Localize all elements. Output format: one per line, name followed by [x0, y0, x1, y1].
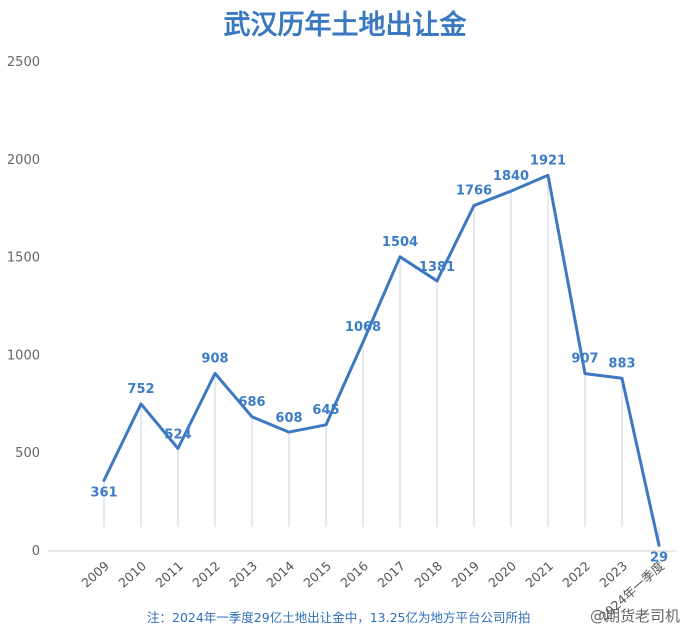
y-axis: 0 500 1000 1500 2000 2500	[7, 55, 40, 559]
y-tick-label: 2000	[7, 153, 40, 168]
x-tick-label: 2017	[374, 558, 408, 590]
data-label: 1504	[382, 235, 418, 250]
x-tick-label: 2021	[522, 558, 556, 590]
y-tick-label: 0	[32, 544, 40, 559]
data-label: 361	[90, 485, 117, 500]
data-label: 1381	[419, 260, 455, 275]
y-tick-label: 1500	[7, 251, 40, 266]
series-line	[102, 173, 661, 547]
data-label: 752	[127, 382, 154, 397]
data-label: 524	[164, 428, 191, 443]
data-label: 608	[275, 411, 302, 426]
data-label: 908	[201, 351, 228, 366]
watermark: @期货老司机	[590, 607, 680, 625]
x-tick-label: 2019	[448, 558, 482, 590]
data-label: 1068	[345, 320, 381, 335]
drop-lines	[103, 175, 660, 546]
data-label: 1921	[530, 153, 566, 168]
x-tick-label: 2010	[115, 558, 149, 590]
data-label: 29	[650, 550, 668, 565]
x-tick-label: 2020	[485, 558, 519, 590]
x-tick-label: 2014	[263, 558, 297, 590]
y-tick-label: 500	[15, 446, 40, 461]
y-tick-label: 2500	[7, 55, 40, 70]
x-tick-label: 2016	[337, 558, 371, 590]
data-label: 883	[608, 356, 635, 371]
data-label: 907	[571, 352, 598, 367]
x-tick-label: 2012	[189, 558, 223, 590]
data-label: 1840	[493, 169, 529, 184]
chart-title: 武汉历年土地出让金	[224, 9, 468, 41]
x-tick-label: 2022	[559, 558, 593, 590]
x-tick-label: 2018	[411, 558, 445, 590]
data-label: 1766	[456, 184, 492, 199]
data-label: 686	[238, 395, 265, 410]
x-tick-label: 2011	[152, 558, 186, 590]
chart-note: 注：2024年一季度29亿土地出让金中，13.25亿为地方平台公司所拍	[147, 610, 531, 625]
x-tick-label: 2009	[78, 558, 112, 590]
x-tick-label: 2015	[300, 558, 334, 590]
data-label: 645	[312, 403, 339, 418]
y-tick-label: 1000	[7, 348, 40, 363]
x-tick-label: 2013	[226, 558, 260, 590]
